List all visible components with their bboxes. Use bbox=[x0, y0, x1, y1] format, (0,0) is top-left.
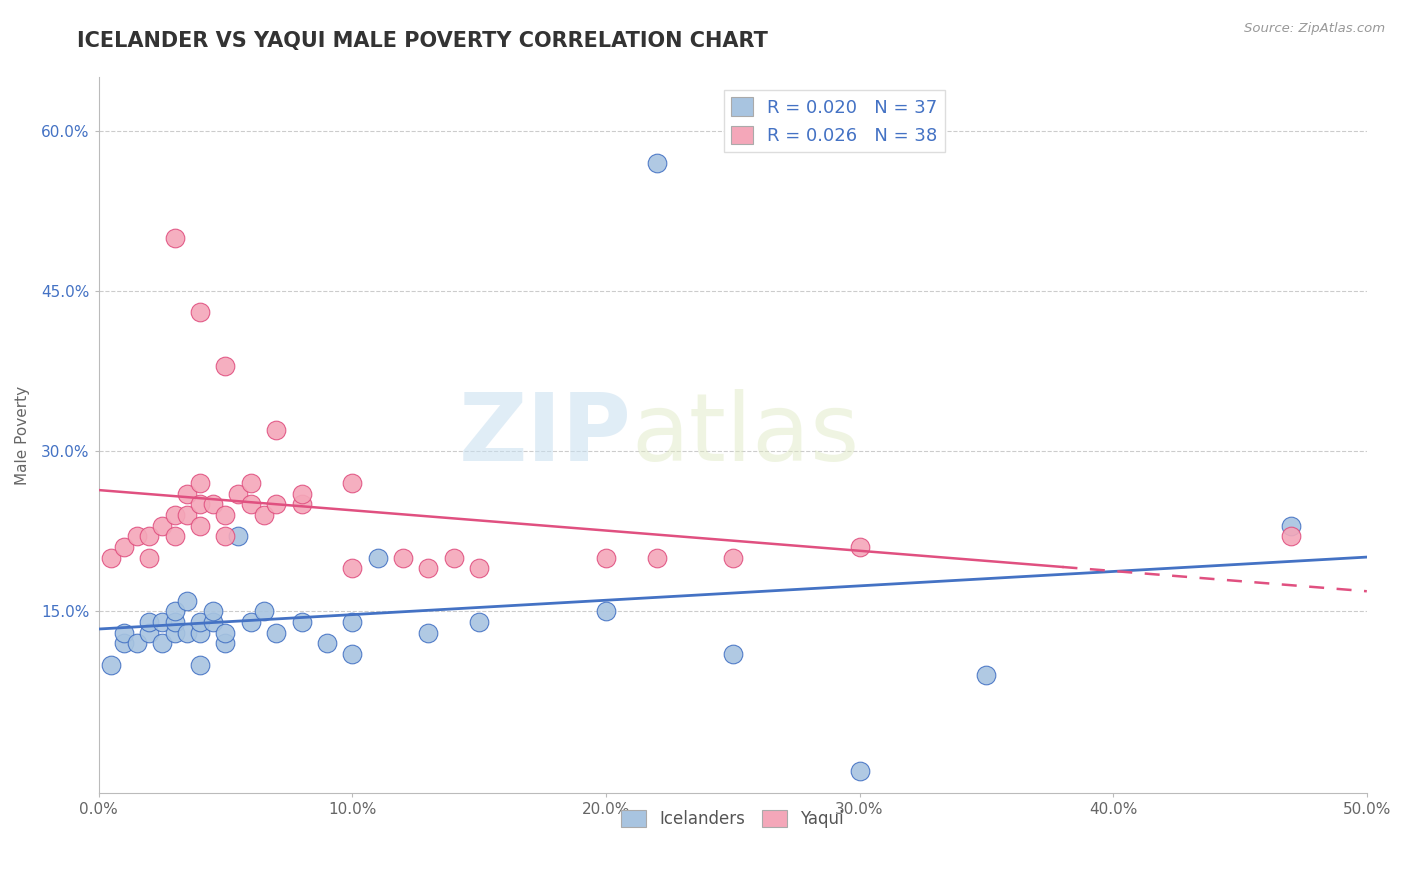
Point bbox=[214, 625, 236, 640]
Point bbox=[188, 615, 211, 629]
Point bbox=[163, 230, 186, 244]
Point bbox=[138, 550, 160, 565]
Point bbox=[316, 636, 339, 650]
Text: ICELANDER VS YAQUI MALE POVERTY CORRELATION CHART: ICELANDER VS YAQUI MALE POVERTY CORRELAT… bbox=[77, 31, 768, 51]
Point bbox=[176, 593, 198, 607]
Point bbox=[239, 498, 262, 512]
Point bbox=[188, 498, 211, 512]
Point bbox=[645, 156, 668, 170]
Point bbox=[138, 615, 160, 629]
Point bbox=[150, 518, 173, 533]
Point bbox=[163, 508, 186, 522]
Point bbox=[418, 561, 440, 575]
Point bbox=[125, 636, 148, 650]
Text: Source: ZipAtlas.com: Source: ZipAtlas.com bbox=[1244, 22, 1385, 36]
Point bbox=[176, 625, 198, 640]
Point bbox=[367, 550, 389, 565]
Point bbox=[188, 657, 211, 672]
Point bbox=[392, 550, 415, 565]
Point bbox=[468, 615, 491, 629]
Point bbox=[443, 550, 465, 565]
Point bbox=[188, 476, 211, 491]
Point bbox=[342, 561, 364, 575]
Point bbox=[201, 604, 224, 618]
Point bbox=[163, 604, 186, 618]
Point bbox=[176, 487, 198, 501]
Point bbox=[188, 518, 211, 533]
Point bbox=[290, 615, 312, 629]
Point bbox=[188, 305, 211, 319]
Point bbox=[226, 487, 249, 501]
Point bbox=[214, 636, 236, 650]
Point bbox=[163, 625, 186, 640]
Text: atlas: atlas bbox=[631, 389, 859, 481]
Text: ZIP: ZIP bbox=[458, 389, 631, 481]
Point bbox=[163, 615, 186, 629]
Point bbox=[214, 508, 236, 522]
Point bbox=[226, 529, 249, 543]
Y-axis label: Male Poverty: Male Poverty bbox=[15, 385, 30, 484]
Point bbox=[721, 550, 744, 565]
Point bbox=[112, 636, 135, 650]
Point bbox=[1279, 529, 1302, 543]
Point bbox=[1279, 518, 1302, 533]
Point bbox=[252, 604, 274, 618]
Point bbox=[138, 625, 160, 640]
Point bbox=[468, 561, 491, 575]
Point bbox=[721, 647, 744, 661]
Point bbox=[188, 625, 211, 640]
Point bbox=[239, 476, 262, 491]
Point bbox=[290, 498, 312, 512]
Point bbox=[239, 615, 262, 629]
Point bbox=[163, 529, 186, 543]
Point bbox=[138, 529, 160, 543]
Point bbox=[150, 615, 173, 629]
Point bbox=[112, 540, 135, 554]
Point bbox=[342, 476, 364, 491]
Point bbox=[848, 540, 870, 554]
Point bbox=[176, 508, 198, 522]
Point bbox=[342, 615, 364, 629]
Point bbox=[100, 550, 122, 565]
Point bbox=[125, 529, 148, 543]
Point bbox=[112, 625, 135, 640]
Point bbox=[976, 668, 998, 682]
Point bbox=[290, 487, 312, 501]
Point bbox=[100, 657, 122, 672]
Point bbox=[150, 636, 173, 650]
Point bbox=[264, 498, 287, 512]
Point bbox=[201, 498, 224, 512]
Point bbox=[645, 550, 668, 565]
Point bbox=[264, 423, 287, 437]
Point bbox=[595, 550, 617, 565]
Point bbox=[214, 529, 236, 543]
Legend: Icelanders, Yaqui: Icelanders, Yaqui bbox=[614, 803, 851, 834]
Point bbox=[848, 764, 870, 779]
Point bbox=[252, 508, 274, 522]
Point bbox=[418, 625, 440, 640]
Point bbox=[595, 604, 617, 618]
Point bbox=[201, 615, 224, 629]
Point bbox=[342, 647, 364, 661]
Point bbox=[214, 359, 236, 373]
Point bbox=[264, 625, 287, 640]
